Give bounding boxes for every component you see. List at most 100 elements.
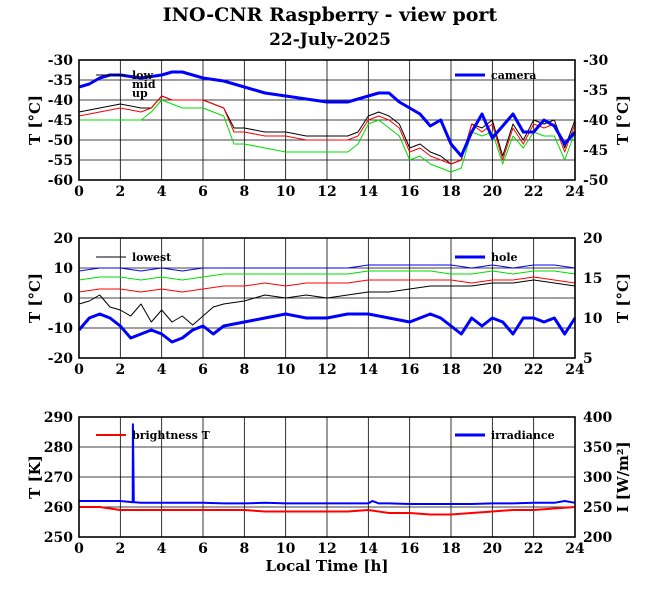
y2-tick-label: 400 [583, 410, 612, 426]
y-tick-label: 250 [44, 530, 73, 546]
plot-frame [78, 237, 576, 359]
y-axis-label: T [°C] [26, 273, 44, 323]
legend-label: up [132, 87, 148, 100]
x-tick-label: 16 [400, 362, 419, 378]
series-line-hole [77, 312, 577, 344]
x-tick-label: 0 [74, 541, 84, 557]
y2-tick-label: 10 [583, 311, 603, 327]
x-tick-label: 8 [239, 362, 249, 378]
legend-label: low [132, 69, 154, 82]
y-tick-label: -35 [48, 73, 73, 89]
series-line-red [78, 276, 576, 293]
y2-axis-label: I [W/m²] [614, 441, 632, 512]
legend-label: hole [491, 251, 518, 264]
legend-label: brightness T [132, 429, 211, 442]
legend-label: mid [132, 78, 156, 91]
x-tick-label: 8 [239, 541, 249, 557]
x-tick-label: 10 [276, 541, 296, 557]
y2-tick-label: -40 [583, 113, 609, 129]
x-tick-label: 14 [359, 362, 379, 378]
y2-tick-label: 200 [583, 530, 612, 546]
chart-subtitle: 22-July-2025 [269, 30, 391, 50]
y-tick-label: -40 [48, 93, 74, 109]
x-tick-label: 18 [441, 184, 460, 200]
series-line-green [78, 270, 576, 281]
x-tick-label: 18 [441, 541, 460, 557]
x-axis-label: Local Time [h] [266, 557, 389, 575]
x-tick-label: 18 [441, 362, 460, 378]
x-tick-label: 16 [400, 184, 419, 200]
x-tick-label: 20 [483, 184, 503, 200]
y-axis-label: T [°C] [26, 95, 44, 145]
y2-axis-label: T [°C] [614, 273, 632, 323]
y-tick-label: -10 [48, 321, 74, 337]
y2-tick-label: -30 [583, 53, 609, 69]
x-tick-label: 14 [359, 541, 379, 557]
plot-frame [78, 59, 576, 181]
series-line-camera [78, 70, 577, 158]
x-tick-label: 6 [198, 184, 208, 200]
x-tick-label: 24 [565, 362, 585, 378]
y2-tick-label: -45 [583, 143, 608, 159]
y-tick-label: 270 [44, 470, 73, 486]
y-tick-label: -45 [48, 113, 73, 129]
y-tick-label: 280 [44, 440, 73, 456]
plot-frame [78, 416, 576, 538]
series-line-brightness-T [79, 506, 576, 516]
x-tick-label: 22 [524, 184, 543, 200]
x-tick-label: 24 [565, 541, 585, 557]
y-tick-label: 260 [44, 500, 73, 516]
y-tick-label: -50 [48, 133, 74, 149]
y-tick-label: -55 [48, 153, 73, 169]
y2-tick-label: 350 [583, 440, 612, 456]
x-tick-label: 6 [198, 362, 208, 378]
chart-panel-3: 0 2 4 6 8 10 12 14 16 18 20 22 242902802702602504003… [26, 410, 632, 575]
y2-tick-label: -50 [583, 173, 609, 189]
series-line-up [79, 99, 576, 173]
series-line-mid [78, 95, 576, 165]
legend-label: irradiance [491, 429, 555, 442]
y2-tick-label: 300 [583, 470, 612, 486]
chart-panel-2: 0 2 4 6 8 10 12 14 16 18 20 22 2420100-10-202015105T… [26, 231, 632, 378]
chart-title: INO-CNR Raspberry - view port [163, 4, 498, 26]
y-tick-label: 10 [54, 261, 74, 277]
x-tick-label: 0 [74, 184, 84, 200]
y2-tick-label: 15 [583, 271, 602, 287]
x-tick-label: 4 [157, 362, 167, 378]
series-line-blue-thin [78, 264, 576, 272]
x-tick-label: 12 [317, 362, 336, 378]
y-tick-label: -60 [48, 173, 74, 189]
y-tick-label: 0 [63, 291, 73, 307]
x-tick-label: 8 [239, 184, 249, 200]
x-tick-label: 4 [157, 184, 167, 200]
x-tick-label: 4 [157, 541, 167, 557]
x-tick-label: 0 [74, 362, 84, 378]
y-tick-label: 290 [44, 410, 73, 426]
y2-tick-label: -35 [583, 83, 608, 99]
x-tick-label: 2 [115, 362, 125, 378]
x-tick-label: 16 [400, 541, 419, 557]
x-tick-label: 20 [483, 541, 503, 557]
y2-axis-label: T [°C] [614, 95, 632, 145]
y-tick-label: -30 [48, 53, 74, 69]
x-tick-label: 24 [565, 184, 585, 200]
x-tick-label: 12 [317, 184, 336, 200]
chart-panels: 0 2 4 6 8 10 12 14 16 18 20 22 24-30-35-40-45-50-55-… [26, 53, 632, 575]
series-line-irradiance [79, 423, 576, 505]
x-tick-label: 22 [524, 362, 543, 378]
y-tick-label: -20 [48, 351, 74, 367]
x-tick-label: 6 [198, 541, 208, 557]
y-axis-label: T [K] [26, 455, 44, 499]
y2-tick-label: 5 [583, 351, 593, 367]
x-tick-label: 10 [276, 362, 296, 378]
x-tick-label: 10 [276, 184, 296, 200]
y2-tick-label: 20 [583, 231, 603, 247]
x-tick-label: 2 [115, 541, 125, 557]
y-tick-label: 20 [54, 231, 74, 247]
x-tick-label: 2 [115, 184, 125, 200]
legend-label: camera [491, 69, 536, 82]
legend-label: lowest [132, 251, 172, 264]
series-line-lowest [78, 279, 576, 326]
x-tick-label: 14 [359, 184, 379, 200]
